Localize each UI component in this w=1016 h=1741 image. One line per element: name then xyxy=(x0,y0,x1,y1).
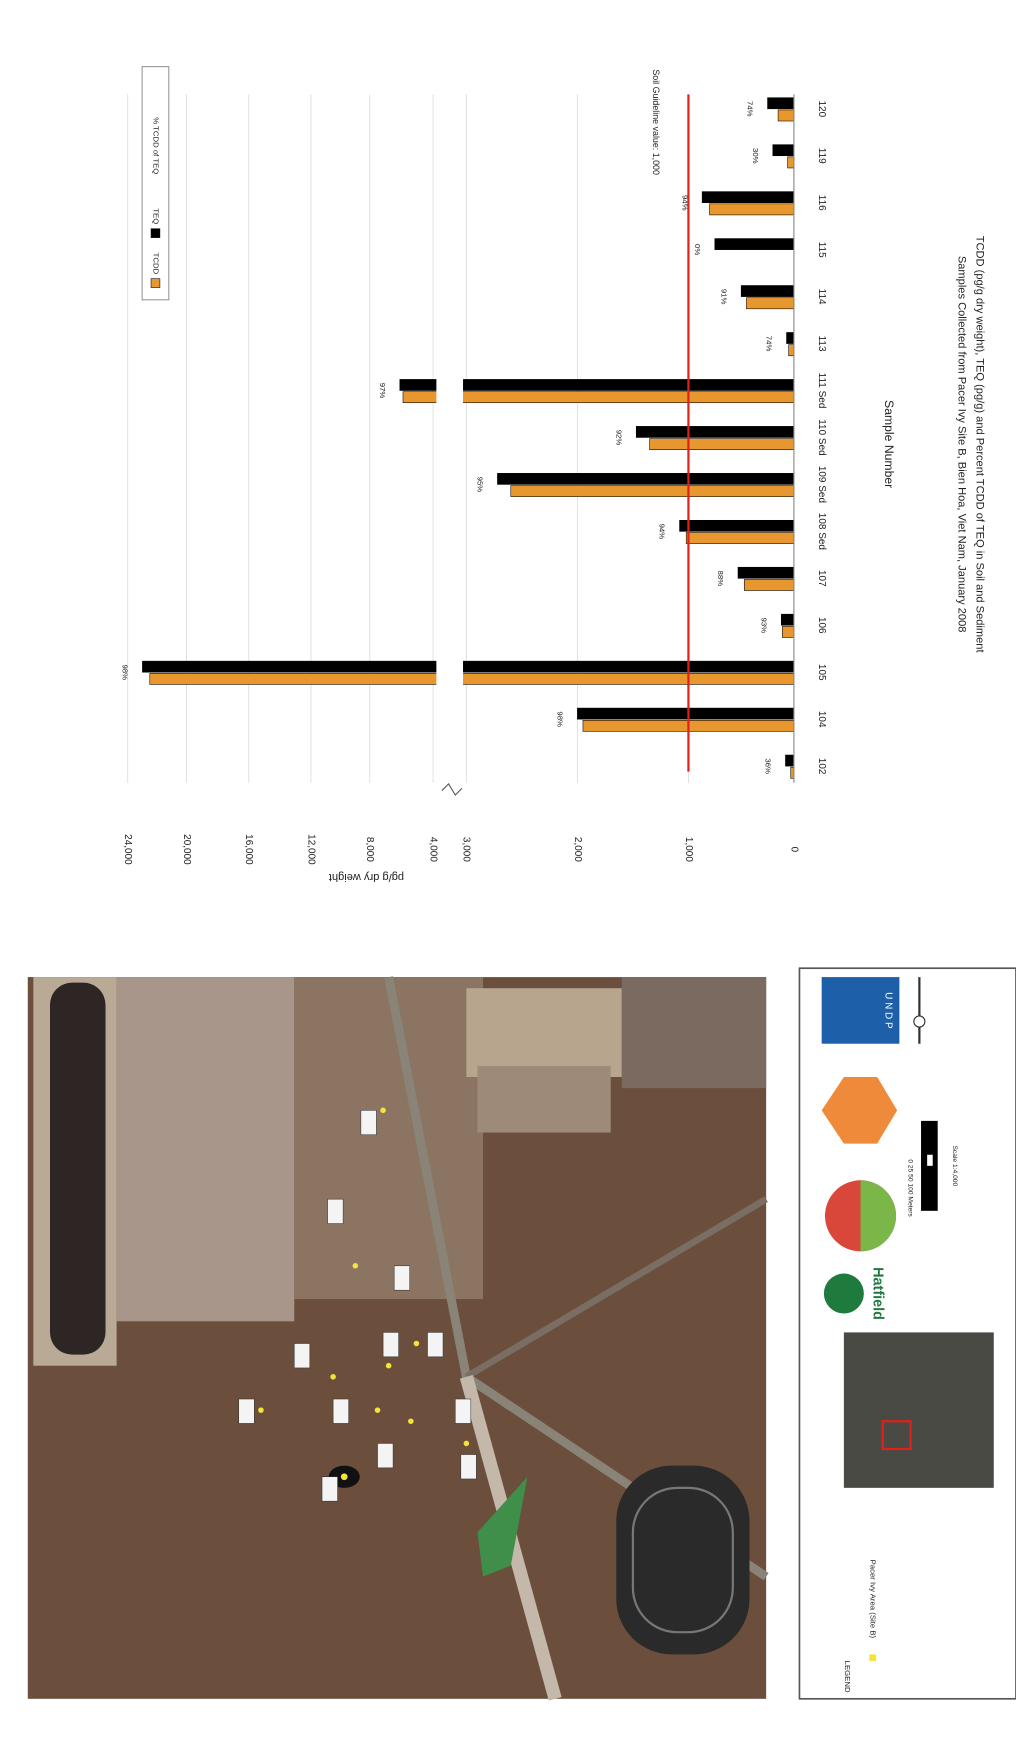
legend-title: LEGEND xyxy=(843,1661,852,1693)
y-tick-label: 2,000 xyxy=(572,837,583,862)
x-tick-label: 113 xyxy=(816,336,827,352)
logo-text: Hatfield xyxy=(869,1267,885,1320)
legend-item: Pacer Ivy Area (Site B) xyxy=(869,1560,878,1639)
bar xyxy=(787,156,795,169)
bar xyxy=(635,426,795,438)
x-tick-label: 104 xyxy=(816,711,827,728)
bar xyxy=(577,707,795,720)
x-tick-label: 116 xyxy=(816,195,827,211)
bar xyxy=(786,332,795,344)
value-label: 92% xyxy=(614,430,623,446)
value-label: 97% xyxy=(378,383,387,399)
y-tick-label: 1,000 xyxy=(683,837,694,862)
value-label: 30% xyxy=(751,148,760,164)
x-tick-label: 114 xyxy=(816,289,827,305)
x-tick-label: 107 xyxy=(816,570,827,587)
bar xyxy=(497,473,795,485)
bar xyxy=(510,485,795,497)
value-label: 93% xyxy=(759,618,768,634)
legend-label: TEQ xyxy=(151,208,160,224)
x-tick-label: 105 xyxy=(816,664,827,681)
value-label: 94% xyxy=(680,195,689,211)
x-tick-label: 115 xyxy=(816,242,827,258)
x-tick-label: 119 xyxy=(816,148,827,164)
legend-swatch xyxy=(150,278,161,288)
value-label: 94% xyxy=(658,524,667,540)
value-label: 36% xyxy=(764,758,773,774)
y-tick-label: 24,000 xyxy=(122,834,133,865)
legend-swatch xyxy=(150,228,161,238)
value-label: 98% xyxy=(556,711,565,727)
bar xyxy=(679,519,795,532)
bar xyxy=(714,238,795,250)
bar xyxy=(744,579,795,591)
value-label: 98% xyxy=(121,664,130,680)
value-label: 88% xyxy=(716,571,725,587)
bar xyxy=(149,673,795,685)
x-tick-label: 120 xyxy=(816,100,827,117)
axis-break xyxy=(436,94,464,783)
legend-label: % TCDD of TEQ xyxy=(151,117,160,174)
y-tick-label: 0 xyxy=(788,847,799,853)
chart-title: TCDD (pg/g dry weight), TEQ (pg/g) and P… xyxy=(973,236,985,653)
map-image xyxy=(27,976,769,1701)
legend-label: TCDD xyxy=(151,253,160,275)
value-label: 74% xyxy=(765,336,774,352)
value-label: 74% xyxy=(746,101,755,117)
x-tick-label: 102 xyxy=(816,758,827,775)
y-tick-label: 20,000 xyxy=(181,834,192,865)
value-label: 95% xyxy=(476,477,485,493)
guideline-label: Soil Guideline value: 1,000 xyxy=(651,69,661,175)
map-legend: LEGEND Pacer Ivy Area (Site B) Hatfield … xyxy=(798,967,1016,1700)
bar xyxy=(780,613,795,626)
chart-subtitle: Samples Collected from Pacer Ivy Site B,… xyxy=(956,256,968,633)
x-tick-label: 106 xyxy=(816,617,827,634)
x-tick-label: 110 Sed xyxy=(816,419,827,455)
undp-text: U N D P xyxy=(883,992,894,1029)
y-axis-label: pg/g dry weight xyxy=(329,871,404,883)
y-tick-label: 12,000 xyxy=(305,834,316,865)
bar xyxy=(649,438,795,450)
bar xyxy=(737,566,795,579)
y-tick-label: 16,000 xyxy=(243,834,254,865)
x-axis-label: Sample Number xyxy=(882,400,896,488)
bar xyxy=(782,626,795,638)
bar xyxy=(740,285,795,297)
value-label: 91% xyxy=(719,289,728,305)
x-tick-label: 109 Sed xyxy=(816,466,827,503)
bar xyxy=(785,754,795,767)
bar xyxy=(142,660,795,673)
value-label: 0% xyxy=(693,244,702,255)
bar xyxy=(701,191,795,203)
legend-box xyxy=(141,66,170,301)
plot: 0 1,000 2,000 3,000 4,000 8,000 12,000 16,000 20… xyxy=(121,66,827,865)
y-tick-label: 4,000 xyxy=(427,837,438,862)
bar xyxy=(767,97,795,110)
x-tick-label: 108 Sed xyxy=(816,513,827,550)
x-tick-label: 111 Sed xyxy=(816,373,827,409)
axis-break-mark xyxy=(441,782,463,796)
scale-text: Scale 1:4,000 xyxy=(951,1145,958,1186)
bar xyxy=(746,297,795,310)
y-tick-label: 3,000 xyxy=(461,837,472,862)
bar xyxy=(685,532,795,544)
bar xyxy=(777,109,795,122)
bar xyxy=(709,203,795,216)
scale-bar-label: 0 25 50 100 Meters xyxy=(907,1159,914,1217)
bar xyxy=(788,344,795,357)
bar xyxy=(772,144,795,157)
y-tick-label: 8,000 xyxy=(364,837,375,862)
